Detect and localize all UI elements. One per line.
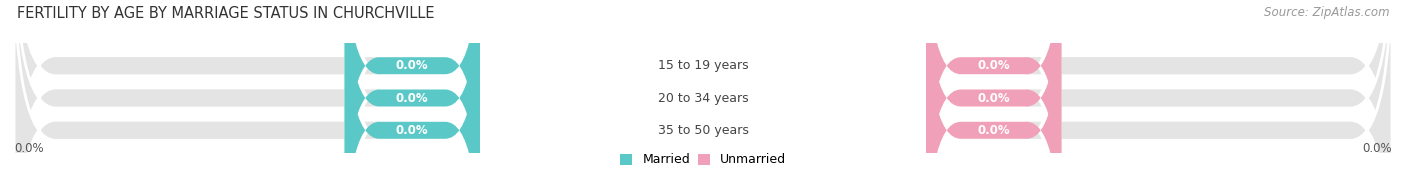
FancyBboxPatch shape bbox=[14, 0, 1392, 196]
FancyBboxPatch shape bbox=[344, 0, 479, 196]
Text: 0.0%: 0.0% bbox=[977, 124, 1010, 137]
FancyBboxPatch shape bbox=[927, 0, 1062, 196]
FancyBboxPatch shape bbox=[344, 0, 479, 196]
FancyBboxPatch shape bbox=[927, 0, 1062, 196]
FancyBboxPatch shape bbox=[14, 0, 1392, 196]
FancyBboxPatch shape bbox=[344, 0, 1062, 196]
Text: 0.0%: 0.0% bbox=[14, 142, 44, 154]
Text: 0.0%: 0.0% bbox=[977, 59, 1010, 72]
Text: 35 to 50 years: 35 to 50 years bbox=[658, 124, 748, 137]
Text: 0.0%: 0.0% bbox=[396, 124, 429, 137]
FancyBboxPatch shape bbox=[927, 0, 1062, 196]
Text: 0.0%: 0.0% bbox=[1362, 142, 1392, 154]
Text: 0.0%: 0.0% bbox=[977, 92, 1010, 104]
Text: 15 to 19 years: 15 to 19 years bbox=[658, 59, 748, 72]
Legend: Married, Unmarried: Married, Unmarried bbox=[620, 153, 786, 166]
FancyBboxPatch shape bbox=[344, 0, 479, 196]
Text: 20 to 34 years: 20 to 34 years bbox=[658, 92, 748, 104]
Text: 0.0%: 0.0% bbox=[396, 92, 429, 104]
FancyBboxPatch shape bbox=[344, 0, 1062, 196]
Text: 0.0%: 0.0% bbox=[396, 59, 429, 72]
FancyBboxPatch shape bbox=[14, 0, 1392, 196]
FancyBboxPatch shape bbox=[344, 0, 1062, 196]
Text: Source: ZipAtlas.com: Source: ZipAtlas.com bbox=[1264, 6, 1389, 19]
Text: FERTILITY BY AGE BY MARRIAGE STATUS IN CHURCHVILLE: FERTILITY BY AGE BY MARRIAGE STATUS IN C… bbox=[17, 6, 434, 21]
